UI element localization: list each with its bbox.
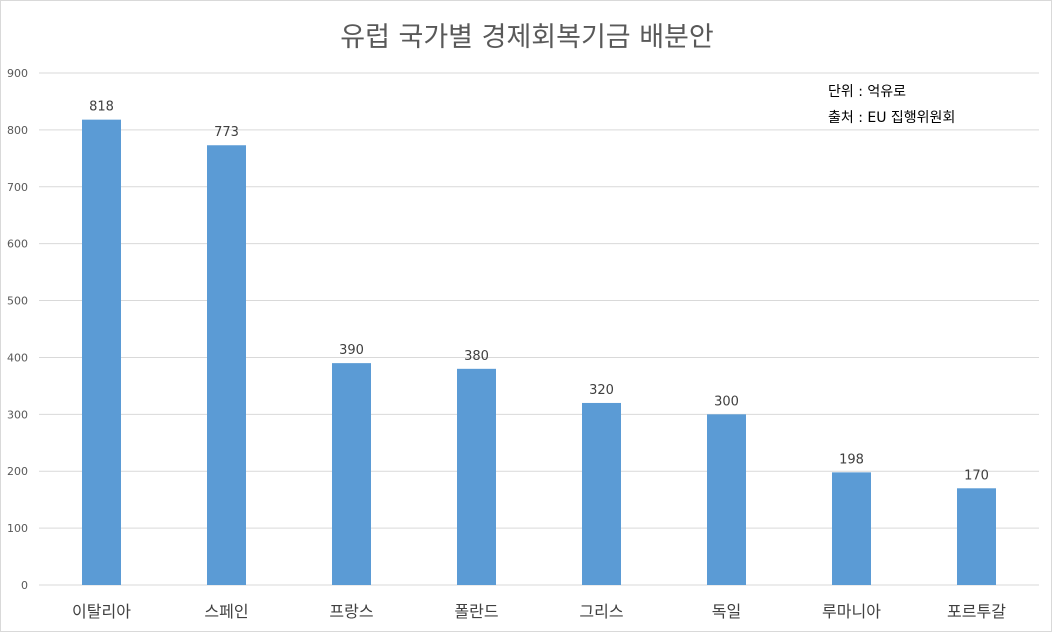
y-tick-label-0: 0 [21,579,28,592]
x-tick-label-이탈리아: 이탈리아 [72,602,131,621]
data-label-스페인: 773 [214,125,239,140]
y-tick-label-400: 400 [7,351,28,364]
bar-폴란드 [457,368,496,585]
x-tick-label-루마니아: 루마니아 [822,602,881,621]
x-tick-label-스페인: 스페인 [204,602,248,621]
y-tick-label-300: 300 [7,408,28,421]
x-tick-label-폴란드: 폴란드 [454,602,498,621]
bar-프랑스 [332,363,371,585]
data-label-포르투갈: 170 [964,468,989,483]
data-label-그리스: 320 [589,383,614,398]
x-tick-label-프랑스: 프랑스 [329,602,373,621]
bar-스페인 [207,145,246,585]
y-tick-label-600: 600 [7,238,28,251]
data-label-프랑스: 390 [339,343,364,358]
y-tick-label-200: 200 [7,465,28,478]
y-tick-label-900: 900 [7,67,28,80]
x-tick-label-포르투갈: 포르투갈 [947,602,1006,621]
bar-그리스 [582,402,621,585]
y-tick-label-800: 800 [7,124,28,137]
bar-포르투갈 [957,488,996,585]
data-label-이탈리아: 818 [89,100,114,115]
bar-이탈리아 [82,119,121,585]
y-tick-label-700: 700 [7,181,28,194]
source-note: 출처 : EU 집행위원회 [828,110,956,126]
chart-title: 유럽 국가별 경제회복기금 배분안 [340,22,714,53]
bar-독일 [707,414,746,585]
x-tick-label-독일: 독일 [712,602,741,621]
data-label-독일: 300 [714,394,739,409]
y-tick-label-500: 500 [7,295,28,308]
y-tick-label-100: 100 [7,522,28,535]
unit-note: 단위 : 억유로 [828,84,907,100]
data-label-폴란드: 380 [464,349,489,364]
bar-루마니아 [832,472,871,585]
data-label-루마니아: 198 [839,452,864,467]
x-tick-label-그리스: 그리스 [579,602,623,621]
